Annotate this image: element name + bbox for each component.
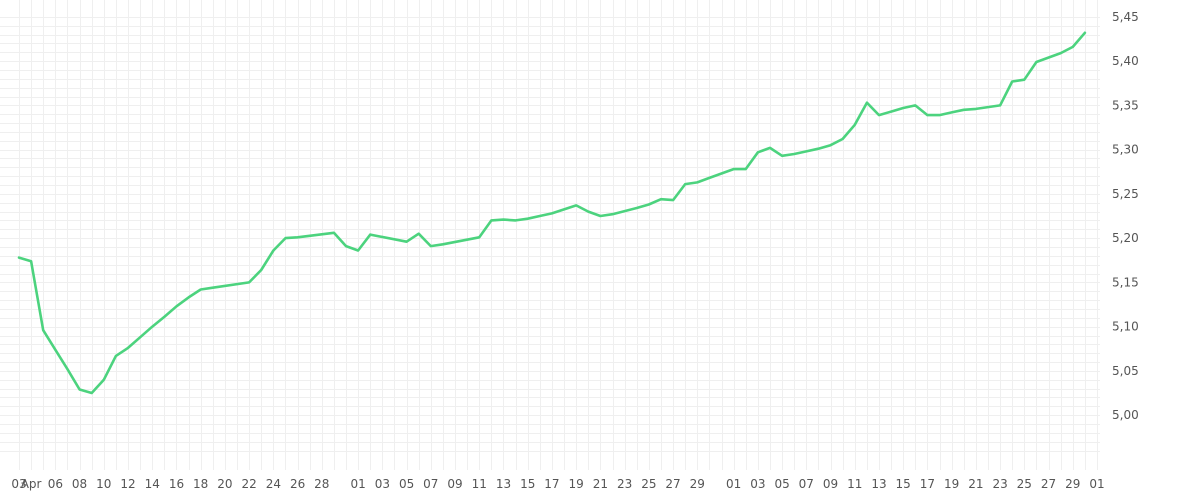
x-tick-label: 17 [920,477,935,491]
x-tick-label: 21 [593,477,608,491]
x-tick-label: 27 [665,477,680,491]
y-tick-label: 5,40 [1112,54,1139,68]
x-tick-label: 15 [896,477,911,491]
x-tick-label: 23 [992,477,1007,491]
x-tick-label: 05 [399,477,414,491]
x-tick-label: 11 [847,477,862,491]
series-layer [17,31,1087,395]
x-tick-label: 22 [241,477,256,491]
x-tick-label: 19 [569,477,584,491]
x-tick-label: 25 [1017,477,1032,491]
x-tick-label: 17 [544,477,559,491]
y-tick-label: 5,10 [1112,320,1139,334]
series-line [17,31,1087,395]
x-tick-label: 10 [96,477,111,491]
x-tick-label: 15 [520,477,535,491]
grid [0,0,1100,470]
x-tick-label: 26 [290,477,305,491]
x-tick-label: 24 [266,477,281,491]
x-tick-label: 27 [1041,477,1056,491]
y-axis: 5,00 5,05 5,10 5,15 5,20 5,25 5,30 5,35 5,40 5,45 [1112,10,1139,422]
y-tick-label: 5,45 [1112,10,1139,24]
y-tick-label: 5,15 [1112,275,1139,289]
x-tick-label: 01 [351,477,366,491]
x-tick-label: 28 [314,477,329,491]
y-tick-label: 5,25 [1112,187,1139,201]
x-tick-label: 29 [690,477,705,491]
x-tick-label: 07 [799,477,814,491]
x-tick-label: 23 [617,477,632,491]
x-tick-label: 03 [750,477,765,491]
y-tick-label: 5,20 [1112,231,1139,245]
x-tick-label: Apr [21,477,42,491]
x-tick-label: 11 [472,477,487,491]
x-tick-label: 29 [1065,477,1080,491]
x-tick-label: 20 [217,477,232,491]
x-tick-label: 14 [145,477,160,491]
x-tick-label: 01 [1089,477,1104,491]
y-tick-label: 5,30 [1112,143,1139,157]
x-tick-label: 09 [823,477,838,491]
x-tick-label: 09 [447,477,462,491]
x-tick-label: 25 [641,477,656,491]
x-tick-label: 08 [72,477,87,491]
y-tick-label: 5,05 [1112,364,1139,378]
x-tick-label: 03 [11,477,26,491]
x-tick-label: 07 [423,477,438,491]
x-tick-label: 06 [48,477,63,491]
x-tick-label: 18 [193,477,208,491]
y-tick-label: 5,00 [1112,408,1139,422]
x-tick-label: 21 [968,477,983,491]
x-tick-label: 12 [120,477,135,491]
x-tick-label: 05 [774,477,789,491]
x-tick-label: 01 [726,477,741,491]
x-tick-label: 19 [944,477,959,491]
x-tick-label: 13 [871,477,886,491]
x-tick-label: 13 [496,477,511,491]
y-tick-label: 5,35 [1112,98,1139,112]
x-tick-label: 03 [375,477,390,491]
x-tick-label: 16 [169,477,184,491]
